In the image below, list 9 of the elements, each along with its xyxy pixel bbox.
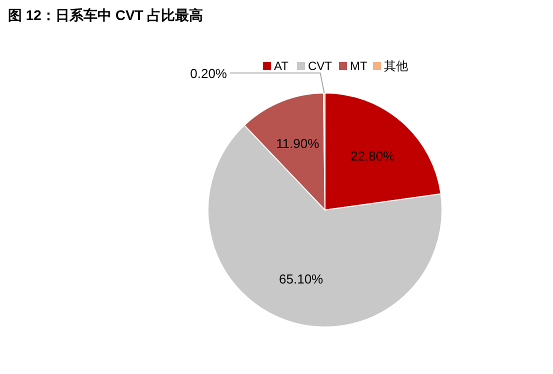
legend-label: 其他 [384, 59, 408, 73]
data-label: 22.80% [350, 148, 396, 164]
legend-label: AT [274, 59, 290, 73]
chart-title: 图 12：日系车中 CVT 占比最高 [8, 7, 204, 23]
legend-label: MT [350, 59, 368, 73]
data-label: 11.90% [276, 136, 320, 151]
legend-label: CVT [308, 59, 333, 73]
data-label: 65.10% [279, 271, 324, 286]
data-label: 0.20% [190, 66, 228, 81]
